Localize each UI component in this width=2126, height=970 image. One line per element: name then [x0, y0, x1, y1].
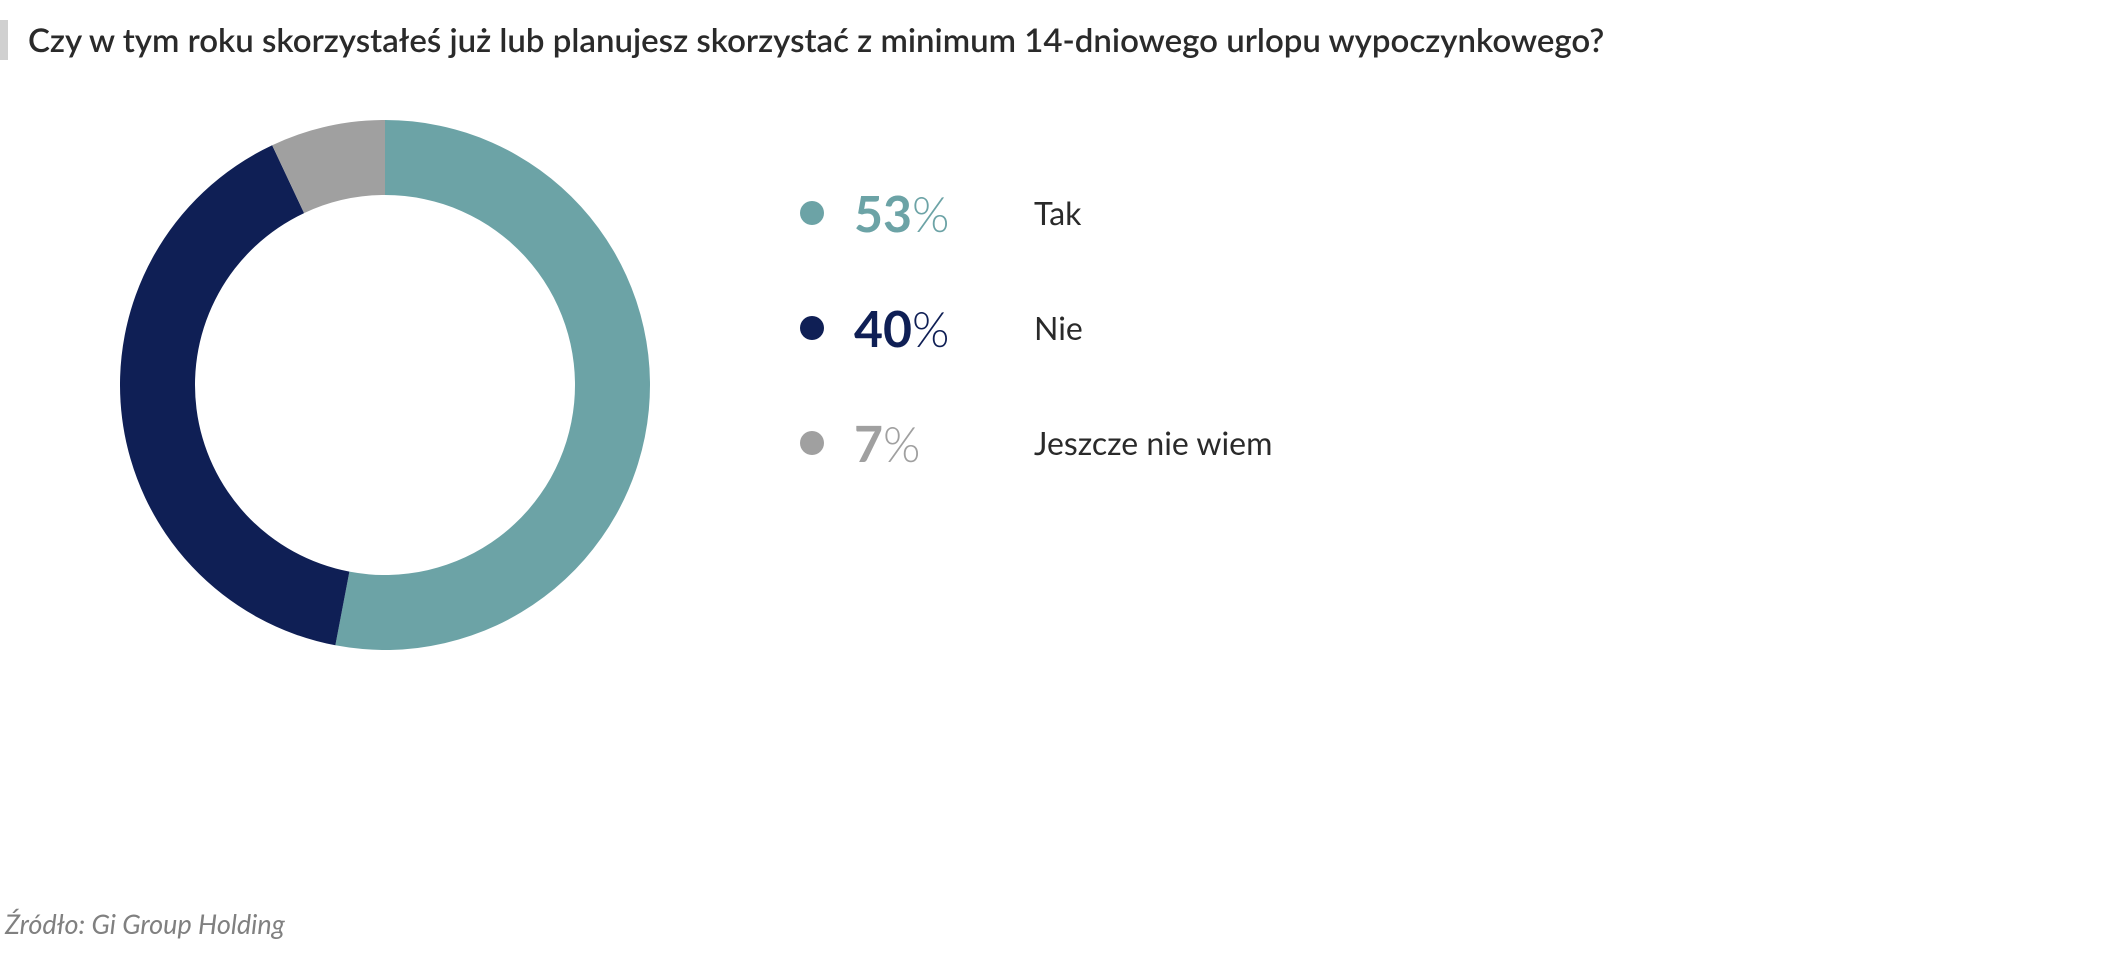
donut-slice-1 [120, 145, 349, 645]
donut-chart [120, 120, 650, 650]
legend-item-0: 53% Tak [800, 183, 1272, 243]
title-bar: Czy w tym roku skorzystałeś już lub plan… [0, 0, 2126, 60]
chart-title: Czy w tym roku skorzystałeś już lub plan… [28, 20, 1604, 60]
legend-item-1: 40% Nie [800, 298, 1272, 358]
legend-label: Jeszcze nie wiem [1034, 423, 1272, 462]
chart-container: 53% Tak 40% Nie 7% Jeszcze nie wiem [120, 120, 2126, 650]
legend: 53% Tak 40% Nie 7% Jeszcze nie wiem [800, 183, 1272, 528]
legend-value: 7% [854, 413, 994, 473]
title-accent [0, 20, 8, 60]
legend-dot-icon [800, 431, 824, 455]
legend-label: Nie [1034, 308, 1083, 347]
legend-item-2: 7% Jeszcze nie wiem [800, 413, 1272, 473]
source-text: Źródło: Gi Group Holding [5, 907, 285, 940]
legend-dot-icon [800, 316, 824, 340]
legend-label: Tak [1034, 193, 1081, 232]
legend-dot-icon [800, 201, 824, 225]
legend-value: 53% [854, 183, 994, 243]
donut-slice-0 [335, 120, 650, 650]
legend-value: 40% [854, 298, 994, 358]
